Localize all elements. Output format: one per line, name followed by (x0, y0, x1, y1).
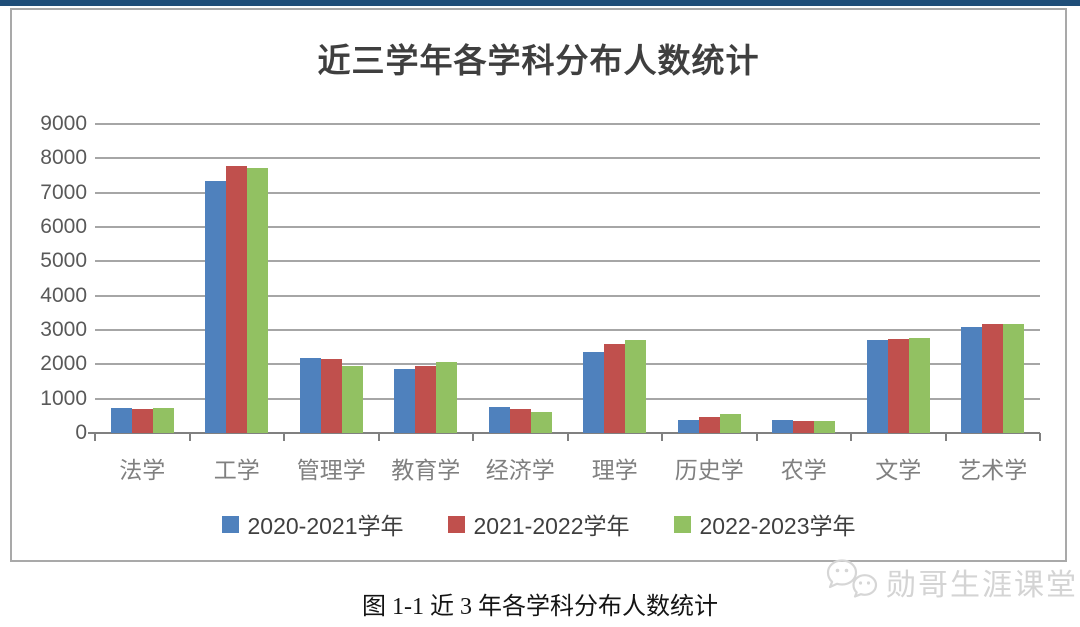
top-accent-bar (0, 0, 1080, 6)
x-axis-category-label: 理学 (591, 458, 638, 483)
x-axis-tick-mark (472, 433, 474, 441)
bar-历史学-2021-2022学年 (699, 417, 720, 433)
chart-legend: 2020-2021学年 2021-2022学年 2022-2023学年 (12, 507, 1065, 541)
plot-area (88, 123, 1040, 434)
x-axis-tick-mark (378, 433, 380, 441)
x-axis-tick-mark (567, 433, 569, 441)
x-axis-category-label: 法学 (119, 458, 166, 483)
gridline (95, 226, 1040, 228)
gridline (95, 191, 1040, 194)
legend-item: 2021-2022学年 (447, 507, 630, 541)
x-axis-tick-mark (1039, 433, 1041, 441)
legend-label: 2020-2021学年 (247, 513, 404, 539)
x-axis-category-label: 经济学 (485, 458, 555, 483)
y-axis-tick-label: 2000 (40, 352, 87, 376)
x-axis-tick-mark (945, 433, 947, 441)
legend-label: 2021-2022学年 (473, 513, 630, 539)
bar-艺术学-2020-2021学年 (961, 327, 982, 433)
y-axis-tick-label: 5000 (40, 249, 87, 273)
x-axis-category-label: 教育学 (391, 458, 461, 483)
bar-经济学-2021-2022学年 (510, 409, 531, 433)
y-axis-tick-label: 6000 (40, 215, 87, 238)
bar-文学-2020-2021学年 (867, 340, 888, 433)
x-axis-tick-mark (94, 433, 96, 441)
x-axis-tick-mark (756, 433, 758, 441)
y-axis-tick-label: 9000 (40, 112, 87, 135)
bar-农学-2021-2022学年 (793, 421, 814, 433)
bar-农学-2020-2021学年 (772, 420, 793, 433)
bar-文学-2022-2023学年 (909, 338, 930, 433)
bar-管理学-2021-2022学年 (321, 359, 342, 433)
bar-历史学-2020-2021学年 (678, 420, 699, 433)
bar-管理学-2022-2023学年 (342, 366, 363, 433)
x-axis-tick-mark (661, 433, 663, 441)
bar-文学-2021-2022学年 (888, 339, 909, 433)
legend-label: 2022-2023学年 (699, 513, 856, 539)
bar-法学-2021-2022学年 (132, 409, 153, 433)
wechat-bubbles-icon (824, 556, 880, 607)
bar-理学-2020-2021学年 (583, 352, 604, 433)
y-axis-tick-label: 3000 (40, 318, 87, 341)
gridline (95, 397, 1040, 400)
bar-历史学-2022-2023学年 (720, 414, 741, 433)
bar-经济学-2020-2021学年 (489, 407, 510, 433)
bar-经济学-2022-2023学年 (531, 412, 552, 433)
watermark-text: 勋哥生涯课堂 (886, 568, 1078, 602)
bar-教育学-2022-2023学年 (436, 362, 457, 433)
y-axis-tick-label: 7000 (40, 180, 87, 204)
gridline (95, 363, 1040, 366)
legend-item: 2022-2023学年 (673, 507, 856, 541)
bar-法学-2020-2021学年 (111, 408, 132, 433)
legend-swatch (673, 515, 691, 533)
gridline (95, 294, 1040, 297)
chart-panel: 近三学年各学科分布人数统计 2020-2021学年 2021-2022学年 2022… (10, 8, 1067, 562)
bar-管理学-2020-2021学年 (300, 358, 321, 433)
bar-工学-2022-2023学年 (247, 168, 268, 433)
x-axis-tick-mark (850, 433, 852, 441)
bar-法学-2022-2023学年 (153, 408, 174, 433)
gridline (95, 123, 1040, 125)
x-axis-category-label: 文学 (875, 458, 922, 483)
bar-农学-2022-2023学年 (814, 421, 835, 433)
x-axis-category-label: 工学 (213, 458, 260, 483)
legend-swatch (221, 515, 239, 533)
legend-item: 2020-2021学年 (221, 507, 404, 541)
y-axis-tick-label: 1000 (40, 386, 87, 410)
bar-艺术学-2021-2022学年 (982, 324, 1003, 433)
y-axis-tick-label: 0 (75, 421, 87, 444)
y-axis-tick-label: 8000 (40, 146, 87, 170)
y-axis-tick-label: 4000 (40, 283, 87, 307)
x-axis-tick-mark (283, 433, 285, 441)
chart-title: 近三学年各学科分布人数统计 (317, 42, 760, 79)
gridline (95, 260, 1040, 263)
gridline (95, 157, 1040, 160)
x-axis-category-label: 艺术学 (958, 458, 1028, 483)
bar-理学-2021-2022学年 (604, 344, 625, 433)
x-axis-category-label: 历史学 (674, 458, 744, 483)
bar-艺术学-2022-2023学年 (1003, 324, 1024, 433)
bar-工学-2020-2021学年 (205, 181, 226, 433)
x-axis-category-label: 管理学 (296, 458, 366, 483)
bar-教育学-2021-2022学年 (415, 366, 436, 433)
gridline (95, 329, 1040, 331)
bar-教育学-2020-2021学年 (394, 369, 415, 433)
figure-caption: 图 1-1 近 3 年各学科分布人数统计 (362, 594, 718, 620)
bar-工学-2021-2022学年 (226, 166, 247, 433)
bar-理学-2022-2023学年 (625, 340, 646, 433)
legend-swatch (447, 515, 465, 533)
watermark: 勋哥生涯课堂 (824, 556, 1078, 607)
x-axis-category-label: 农学 (780, 458, 827, 483)
x-axis-line (88, 432, 1040, 434)
x-axis-tick-mark (189, 433, 191, 441)
